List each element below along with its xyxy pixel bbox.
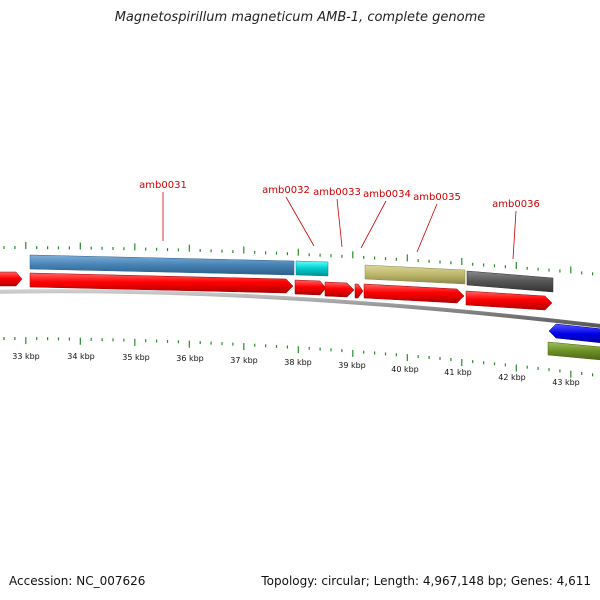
scale-ticks-bottom <box>3 337 594 378</box>
kbp-label-38: 38 kbp <box>284 358 312 367</box>
kbp-label-42: 42 kbp <box>498 373 526 382</box>
map-title: Magnetospirillum magneticum AMB-1, compl… <box>114 10 486 25</box>
kbp-label-39: 39 kbp <box>338 361 366 370</box>
kbp-label-35: 35 kbp <box>122 353 150 362</box>
kbp-label-36: 36 kbp <box>176 354 204 363</box>
gene-amb0034-feature[interactable] <box>364 264 466 285</box>
gene-label-amb0035: amb0035 <box>413 192 461 203</box>
kbp-label-34: 34 kbp <box>67 352 95 361</box>
gene-label-amb0036: amb0036 <box>492 199 540 210</box>
kbp-label-40: 40 kbp <box>391 365 419 374</box>
topology-summary-text: Topology: circular; Length: 4,967,148 bp… <box>261 574 591 588</box>
genome-backbone <box>0 289 600 328</box>
reverse-gene-feature-olive[interactable] <box>547 341 600 361</box>
scale-ticks-top <box>3 242 594 276</box>
cds-amb0036-arrow[interactable] <box>465 290 553 311</box>
gene-label-amb0034: amb0034 <box>363 189 411 200</box>
gene-label-leaders <box>162 192 517 260</box>
gene-label-amb0031: amb0031 <box>139 180 187 191</box>
cds-amb0035-arrow[interactable] <box>363 283 465 304</box>
cds-amb0032-arrow[interactable] <box>294 279 327 296</box>
gene-label-amb0033: amb0033 <box>313 187 361 198</box>
cds-arrow-left-edge[interactable] <box>0 271 23 287</box>
gene-amb0032-feature[interactable] <box>295 260 329 277</box>
cds-small-arrow[interactable] <box>354 283 364 299</box>
cds-amb0033-arrow[interactable] <box>324 281 355 298</box>
kbp-label-33: 33 kbp <box>12 352 40 361</box>
kbp-label-37: 37 kbp <box>230 356 258 365</box>
gene-amb0036-feature[interactable] <box>466 270 554 293</box>
reverse-gene-arrow-blue[interactable] <box>548 323 600 344</box>
gene-amb0031-feature[interactable] <box>29 254 295 276</box>
kbp-label-41: 41 kbp <box>444 368 472 377</box>
gene-label-amb0032: amb0032 <box>262 185 310 196</box>
cds-amb0031-arrow[interactable] <box>29 272 294 294</box>
accession-text: Accession: NC_007626 <box>9 574 146 588</box>
kbp-label-43: 43 kbp <box>552 378 580 387</box>
